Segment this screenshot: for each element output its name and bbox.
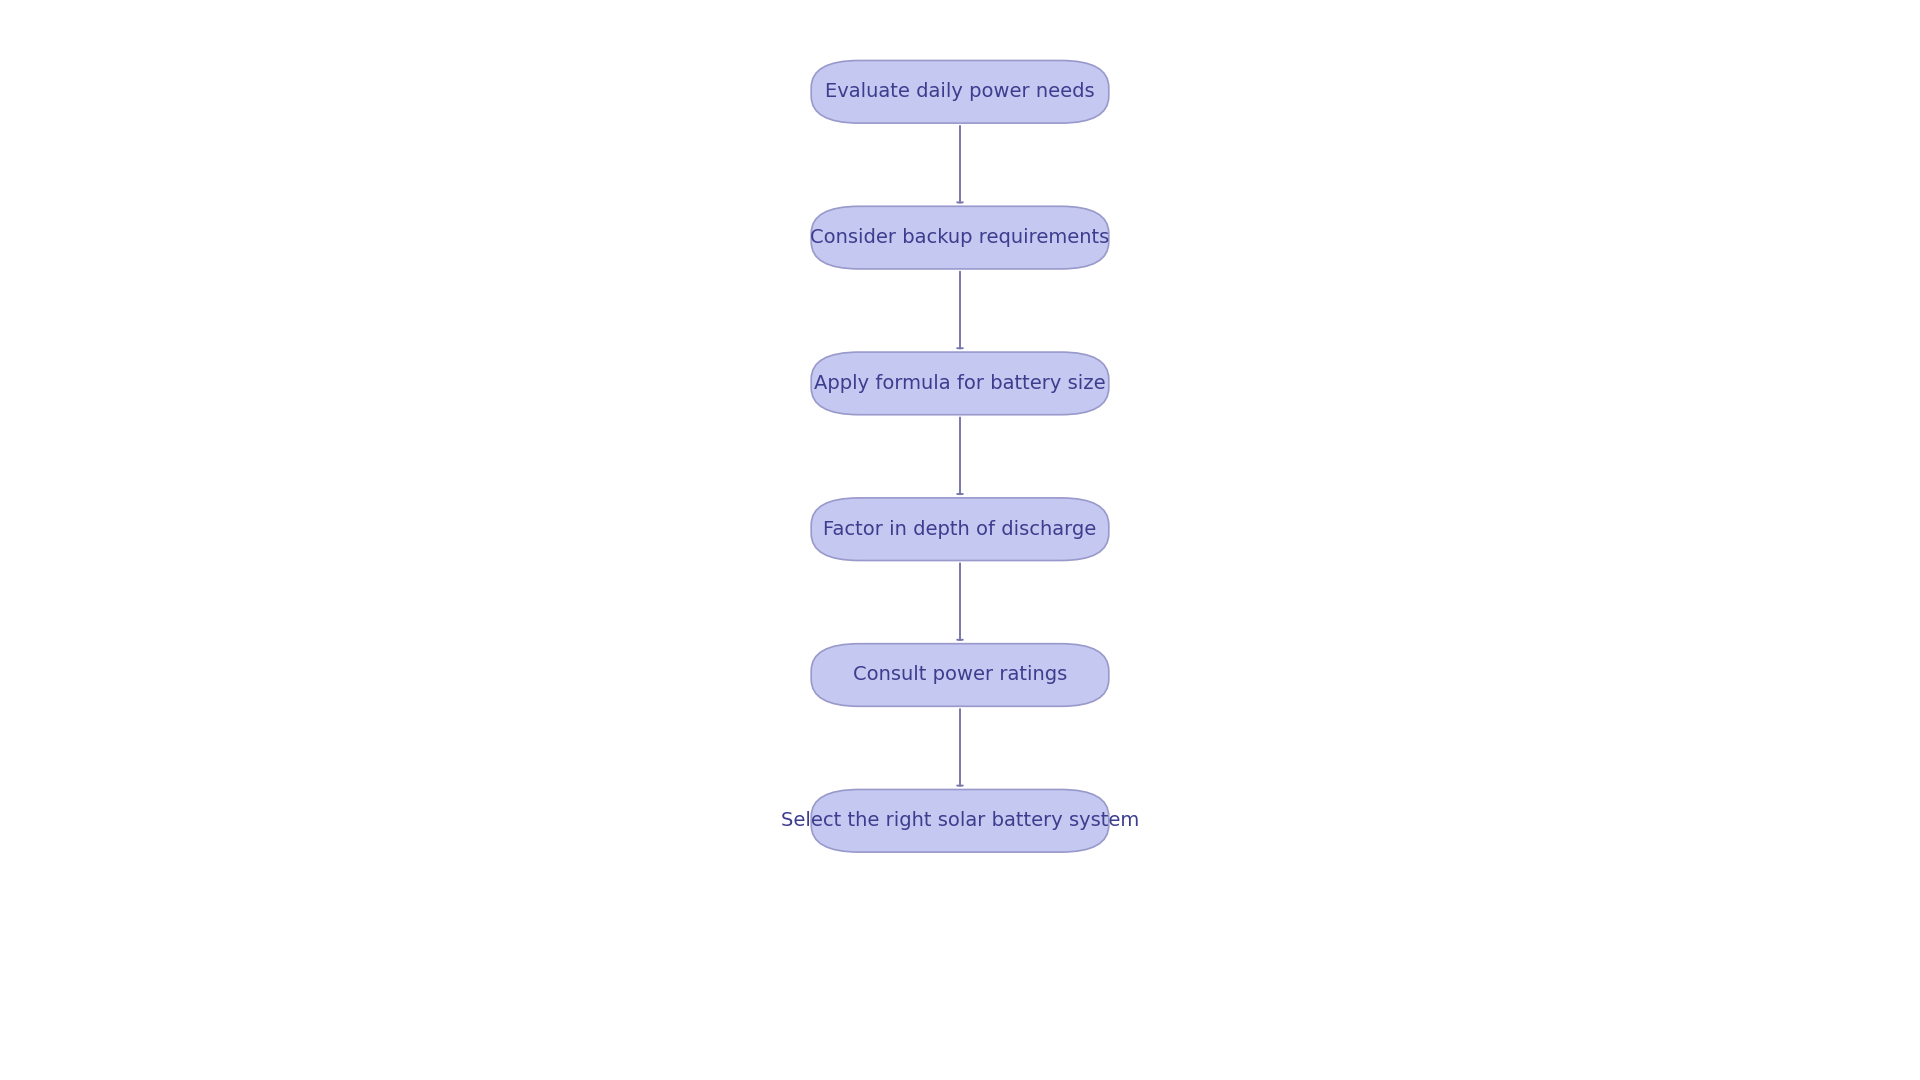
Text: Factor in depth of discharge: Factor in depth of discharge <box>824 519 1096 539</box>
Text: Consider backup requirements: Consider backup requirements <box>810 228 1110 247</box>
Text: Consult power ratings: Consult power ratings <box>852 665 1068 685</box>
FancyBboxPatch shape <box>810 352 1110 415</box>
FancyBboxPatch shape <box>810 206 1110 269</box>
FancyBboxPatch shape <box>810 60 1110 123</box>
Text: Apply formula for battery size: Apply formula for battery size <box>814 374 1106 393</box>
FancyBboxPatch shape <box>810 789 1110 852</box>
Text: Evaluate daily power needs: Evaluate daily power needs <box>826 82 1094 102</box>
FancyBboxPatch shape <box>810 498 1110 561</box>
FancyBboxPatch shape <box>810 644 1110 706</box>
Text: Select the right solar battery system: Select the right solar battery system <box>781 811 1139 831</box>
